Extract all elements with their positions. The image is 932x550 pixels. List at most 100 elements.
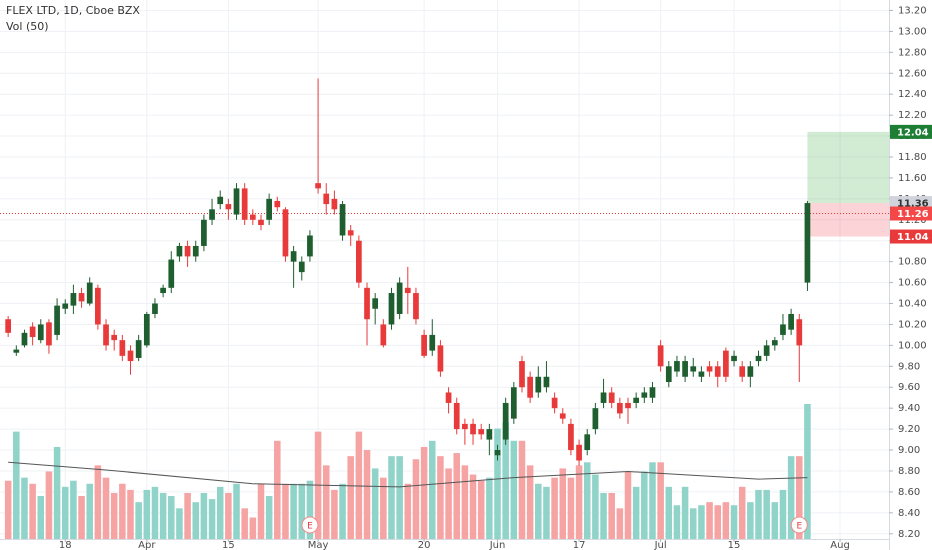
candle-body [462, 423, 468, 430]
volume-bar [796, 456, 803, 539]
volume-bar [486, 477, 493, 539]
y-tick-label: 8.60 [898, 487, 920, 498]
volume-bar [771, 502, 779, 539]
candle-body [771, 340, 778, 346]
candle-body [298, 261, 305, 273]
x-tick-label: 18 [59, 540, 72, 550]
volume-bar [787, 456, 795, 539]
candle-body [152, 303, 158, 314]
volume-bar [681, 486, 689, 539]
volume-bar [567, 477, 575, 539]
candle-body [70, 293, 77, 306]
volume-bar [698, 505, 705, 539]
volume-bar [4, 480, 12, 539]
candle-body [519, 361, 525, 388]
volume-bar [192, 502, 200, 539]
earnings-label: E [796, 522, 802, 532]
volume-bar [641, 471, 648, 539]
y-tick-label: 13.00 [898, 26, 927, 37]
candle-body [192, 245, 199, 257]
volume-bar [461, 465, 469, 539]
volume-bar [763, 489, 770, 539]
volume-bar [176, 508, 183, 539]
candle-body [388, 293, 395, 325]
volume-bar [518, 440, 526, 539]
volume-bar [371, 468, 379, 539]
candle-body [315, 183, 321, 189]
earnings-marker [301, 516, 319, 534]
volume-bar [119, 483, 126, 539]
candle-body [437, 345, 444, 372]
candle-body [13, 349, 20, 353]
candle-body [559, 413, 566, 419]
candle-body [86, 282, 93, 304]
volume-bar [151, 486, 159, 539]
candle-body [486, 429, 493, 440]
volume-bar [363, 450, 371, 539]
candle-body [95, 287, 101, 325]
candle-body [551, 397, 558, 409]
indicator-title: Vol (50) [6, 20, 49, 33]
candle-body [568, 423, 574, 451]
candle-body [453, 402, 460, 430]
volume-bar [616, 508, 624, 539]
volume-bar [380, 477, 387, 539]
symbol-title: FLEX LTD, 1D, Cboe BZX [6, 4, 140, 17]
candle-body [380, 324, 387, 346]
candle-body [168, 259, 175, 288]
candle-body [307, 235, 313, 257]
candle-body [494, 450, 501, 456]
volume-bar [265, 496, 273, 539]
volume-bar [306, 480, 314, 539]
candle-body [706, 366, 713, 372]
x-tick-label: 17 [573, 540, 586, 550]
candle-body [625, 402, 631, 409]
volume-bar [257, 483, 265, 539]
volume-bar [649, 462, 656, 539]
volume-bar [94, 465, 102, 539]
candle-body [502, 402, 509, 440]
volume-bar [804, 404, 811, 539]
volume-bar [298, 483, 306, 539]
volume-bar [225, 492, 232, 539]
entry-price-label: 11.36 [897, 199, 929, 210]
candle-body [421, 334, 427, 356]
y-tick-label: 9.20 [898, 424, 920, 435]
candle-body [714, 366, 721, 377]
stop-price-label: 11.04 [897, 232, 929, 243]
volume-bar [347, 456, 354, 539]
target-price-label: 12.04 [897, 127, 929, 138]
y-tick-label: 8.40 [898, 508, 920, 519]
volume-bar [45, 471, 53, 539]
candle-body [258, 219, 264, 226]
volume-bar [208, 499, 216, 539]
candle-body [633, 397, 640, 403]
candle-body [78, 293, 85, 302]
candle-body [119, 340, 126, 356]
volume-bar [657, 462, 664, 539]
volume-bar [551, 477, 558, 539]
volume-bar [200, 492, 208, 539]
candle-body [111, 334, 118, 341]
target-price-label-box [890, 124, 932, 139]
volume-bar [706, 502, 713, 539]
candle-body [600, 392, 607, 403]
candle-body [690, 366, 697, 372]
y-tick-label: 10.40 [898, 299, 927, 310]
candle-body [796, 319, 803, 346]
volume-bar [600, 492, 607, 539]
volume-bar [420, 446, 428, 539]
y-tick-label: 12.60 [898, 68, 927, 79]
volume-bar [290, 483, 297, 539]
volume-bar [632, 486, 640, 539]
volume-bar [102, 477, 110, 539]
volume-bar [469, 474, 477, 539]
volume-bar [575, 465, 583, 539]
volume-bar [412, 459, 420, 539]
x-tick-label: Jul [654, 540, 667, 550]
y-tick-label: 8.20 [898, 529, 920, 540]
volume-bar [673, 505, 681, 539]
volume-bar [730, 505, 738, 539]
